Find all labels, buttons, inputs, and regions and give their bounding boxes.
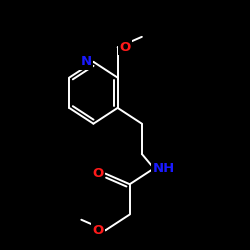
Text: O: O [120, 41, 130, 54]
Text: O: O [92, 167, 104, 180]
Text: NH: NH [153, 162, 175, 175]
Text: O: O [92, 224, 104, 237]
Text: N: N [80, 55, 92, 68]
